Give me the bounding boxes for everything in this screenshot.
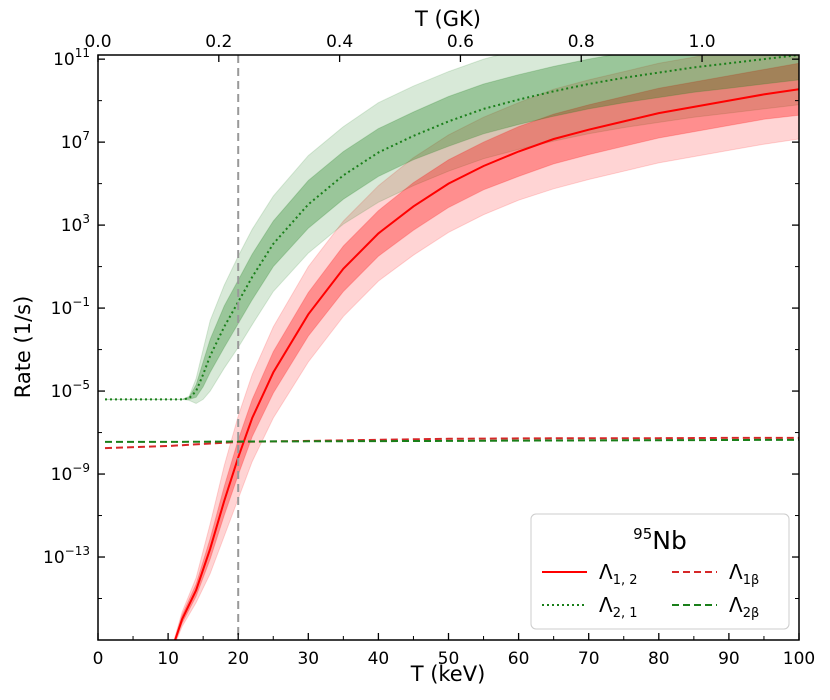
x-tick-label: 0	[93, 649, 104, 669]
series-line-12	[174, 88, 799, 640]
x-tick-label: 60	[508, 649, 530, 669]
y-axis-title: Rate (1/s)	[11, 296, 35, 399]
y-tick-label: 10−5	[51, 378, 90, 402]
series-line-1	[104, 436, 799, 450]
y-tick-label: 1011	[53, 46, 90, 70]
uncertainty-bands	[105, 55, 799, 640]
x-tick-label: 50	[438, 649, 460, 669]
legend-label-0: Λ1, 2	[599, 560, 638, 588]
y-tick-label: 107	[61, 129, 90, 153]
x-tick-label: 10	[157, 649, 179, 669]
x-tick-label: 80	[648, 649, 670, 669]
band-outer-12	[173, 55, 799, 640]
x-tick-label: 70	[578, 649, 600, 669]
legend-label-3: Λ2β	[729, 593, 759, 621]
x2-tick-label: 0.2	[205, 32, 232, 52]
x-tick-label: 90	[718, 649, 740, 669]
legend-box	[530, 513, 790, 630]
x2-tick-label: 0.6	[447, 32, 474, 52]
y-tick-label: 10−1	[51, 295, 90, 319]
legend-label-2: Λ2, 1	[599, 593, 638, 621]
band-inner-12	[173, 62, 799, 640]
x2-tick-label: 0.4	[326, 32, 353, 52]
legend-title: 95Nb	[633, 525, 687, 555]
x-axis-title: T (keV)	[410, 662, 486, 686]
axis-ticks: 0 10 20 30 40 50 60 70 80 90 100 0.0 0.2 0.4 0.6 0.8 1.0…	[43, 32, 815, 669]
x-tick-label: 100	[783, 649, 815, 669]
y-tick-label: 10−9	[51, 461, 90, 485]
x2-tick-label: 1.0	[689, 32, 716, 52]
x-tick-label: 30	[297, 649, 319, 669]
legend: 95Nb Λ1, 2 Λ1β Λ2, 1 Λ2β	[530, 513, 790, 630]
x2-tick-label: 0.0	[84, 32, 111, 52]
x2-axis-title: T (GK)	[414, 7, 481, 31]
x2-tick-label: 0.8	[568, 32, 595, 52]
series-lines	[104, 55, 799, 640]
x-tick-label: 40	[368, 649, 390, 669]
legend-label-1: Λ1β	[729, 560, 759, 588]
y-tick-label: 10−13	[43, 544, 90, 568]
y-tick-label: 103	[61, 212, 90, 236]
band-inner-21	[105, 55, 799, 400]
band-outer-21	[105, 55, 799, 405]
x-tick-label: 20	[227, 649, 249, 669]
series-line-2	[105, 438, 799, 443]
